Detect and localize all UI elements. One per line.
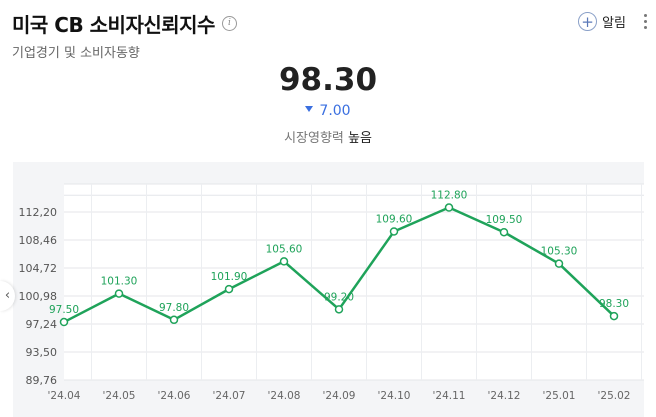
y-tick-label: 89,76 bbox=[26, 374, 58, 387]
y-tick-label: 112,20 bbox=[19, 206, 58, 219]
y-tick-label: 108,46 bbox=[19, 234, 58, 247]
plus-icon: + bbox=[578, 12, 598, 31]
data-point bbox=[224, 284, 234, 294]
alarm-button[interactable]: + 알림 bbox=[578, 12, 626, 31]
title-row: 미국 CB 소비자신뢰지수 i bbox=[12, 8, 237, 38]
alarm-label: 알림 bbox=[602, 16, 626, 31]
x-tick-label: '24.11 bbox=[433, 390, 466, 402]
data-point bbox=[554, 259, 564, 268]
info-icon[interactable]: i bbox=[221, 15, 237, 31]
change-amount: 7.00 bbox=[319, 103, 351, 119]
x-tick-label: '24.04 bbox=[48, 390, 81, 402]
data-point bbox=[279, 257, 289, 266]
x-tick-label: '24.05 bbox=[103, 390, 136, 402]
impact-value: 높음 bbox=[348, 131, 372, 146]
data-point bbox=[169, 315, 179, 325]
x-tick-label: '24.08 bbox=[268, 390, 301, 402]
data-label: 112.80 bbox=[431, 190, 468, 202]
change-value: 7.00 bbox=[0, 103, 656, 119]
data-point bbox=[444, 203, 454, 212]
page-title: 미국 CB 소비자신뢰지수 bbox=[12, 12, 215, 37]
x-tick-label: '25.01 bbox=[543, 390, 576, 402]
data-label: 99.20 bbox=[324, 291, 354, 303]
x-tick-label: '24.10 bbox=[378, 390, 411, 402]
x-tick-label: '24.09 bbox=[323, 390, 356, 402]
y-tick-label: 104,72 bbox=[19, 262, 58, 275]
x-tick-label: '24.07 bbox=[213, 390, 246, 402]
plot-background bbox=[64, 184, 644, 380]
data-point bbox=[609, 311, 619, 321]
x-tick-label: '24.12 bbox=[488, 390, 521, 402]
data-label: 101.90 bbox=[211, 271, 248, 283]
page-subtitle: 기업경기 및 소비자동향 bbox=[12, 46, 140, 61]
more-vertical-icon[interactable] bbox=[642, 14, 648, 32]
y-tick-label: 93,50 bbox=[26, 346, 58, 359]
data-label: 97.80 bbox=[159, 302, 189, 314]
y-tick-label: 97,24 bbox=[26, 318, 58, 331]
data-point bbox=[114, 289, 124, 298]
data-label: 105.30 bbox=[541, 246, 578, 258]
market-impact: 시장영향력 높음 bbox=[0, 127, 656, 146]
impact-label: 시장영향력 bbox=[284, 131, 344, 146]
x-tick-label: '25.02 bbox=[598, 390, 631, 402]
x-tick-label: '24.06 bbox=[158, 390, 191, 402]
panel-left-edge bbox=[13, 162, 19, 417]
data-label: 109.60 bbox=[376, 213, 413, 225]
data-label: 105.60 bbox=[266, 243, 303, 255]
data-point bbox=[389, 227, 399, 236]
data-label: 101.30 bbox=[101, 276, 138, 288]
data-point bbox=[499, 227, 509, 237]
data-label: 98.30 bbox=[599, 298, 629, 310]
down-triangle-icon bbox=[305, 106, 314, 112]
data-label: 109.50 bbox=[486, 214, 523, 226]
data-label: 97.50 bbox=[49, 304, 79, 316]
line-chart: 89,76 93,50 97,24 100,98 104,72 108,46 112,20 '… bbox=[13, 162, 644, 417]
y-tick-label: 100,98 bbox=[19, 290, 58, 303]
chart-panel: 89,76 93,50 97,24 100,98 104,72 108,46 112,20 '… bbox=[13, 162, 644, 417]
data-point bbox=[334, 305, 344, 314]
data-point bbox=[59, 317, 69, 327]
previous-arrow-button[interactable]: ‹ bbox=[0, 281, 15, 311]
current-value: 98.30 bbox=[278, 62, 378, 98]
